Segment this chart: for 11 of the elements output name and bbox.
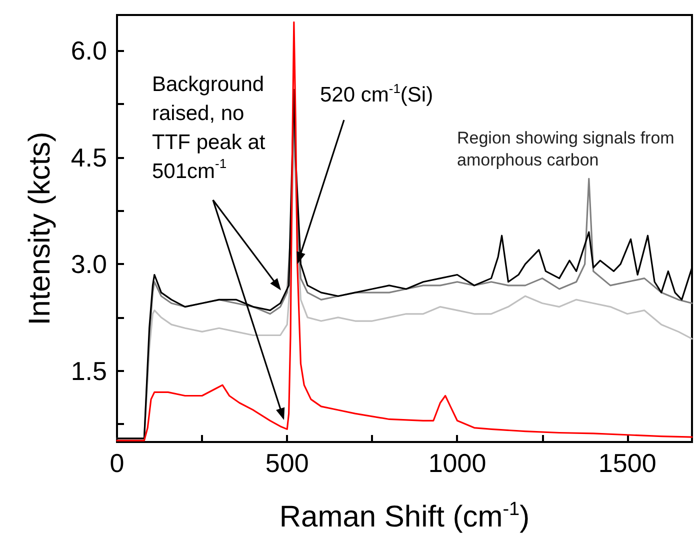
y-tick-label: 1.5 bbox=[70, 356, 107, 386]
x-tick-label: 1500 bbox=[598, 448, 656, 478]
x-tick-label: 1000 bbox=[428, 448, 486, 478]
annotation: Region showing signals from amorphous carbon bbox=[457, 128, 674, 170]
y-axis-title: Intensity (kcts) bbox=[24, 132, 56, 326]
line-series bbox=[116, 21, 693, 442]
y-tick-label: 3.0 bbox=[70, 249, 107, 280]
y-tick-label: 4.5 bbox=[70, 142, 107, 172]
x-tick-label: 0 bbox=[110, 448, 124, 478]
y-tick-label: 6.0 bbox=[70, 36, 107, 66]
x-tick-label: 500 bbox=[265, 448, 309, 478]
